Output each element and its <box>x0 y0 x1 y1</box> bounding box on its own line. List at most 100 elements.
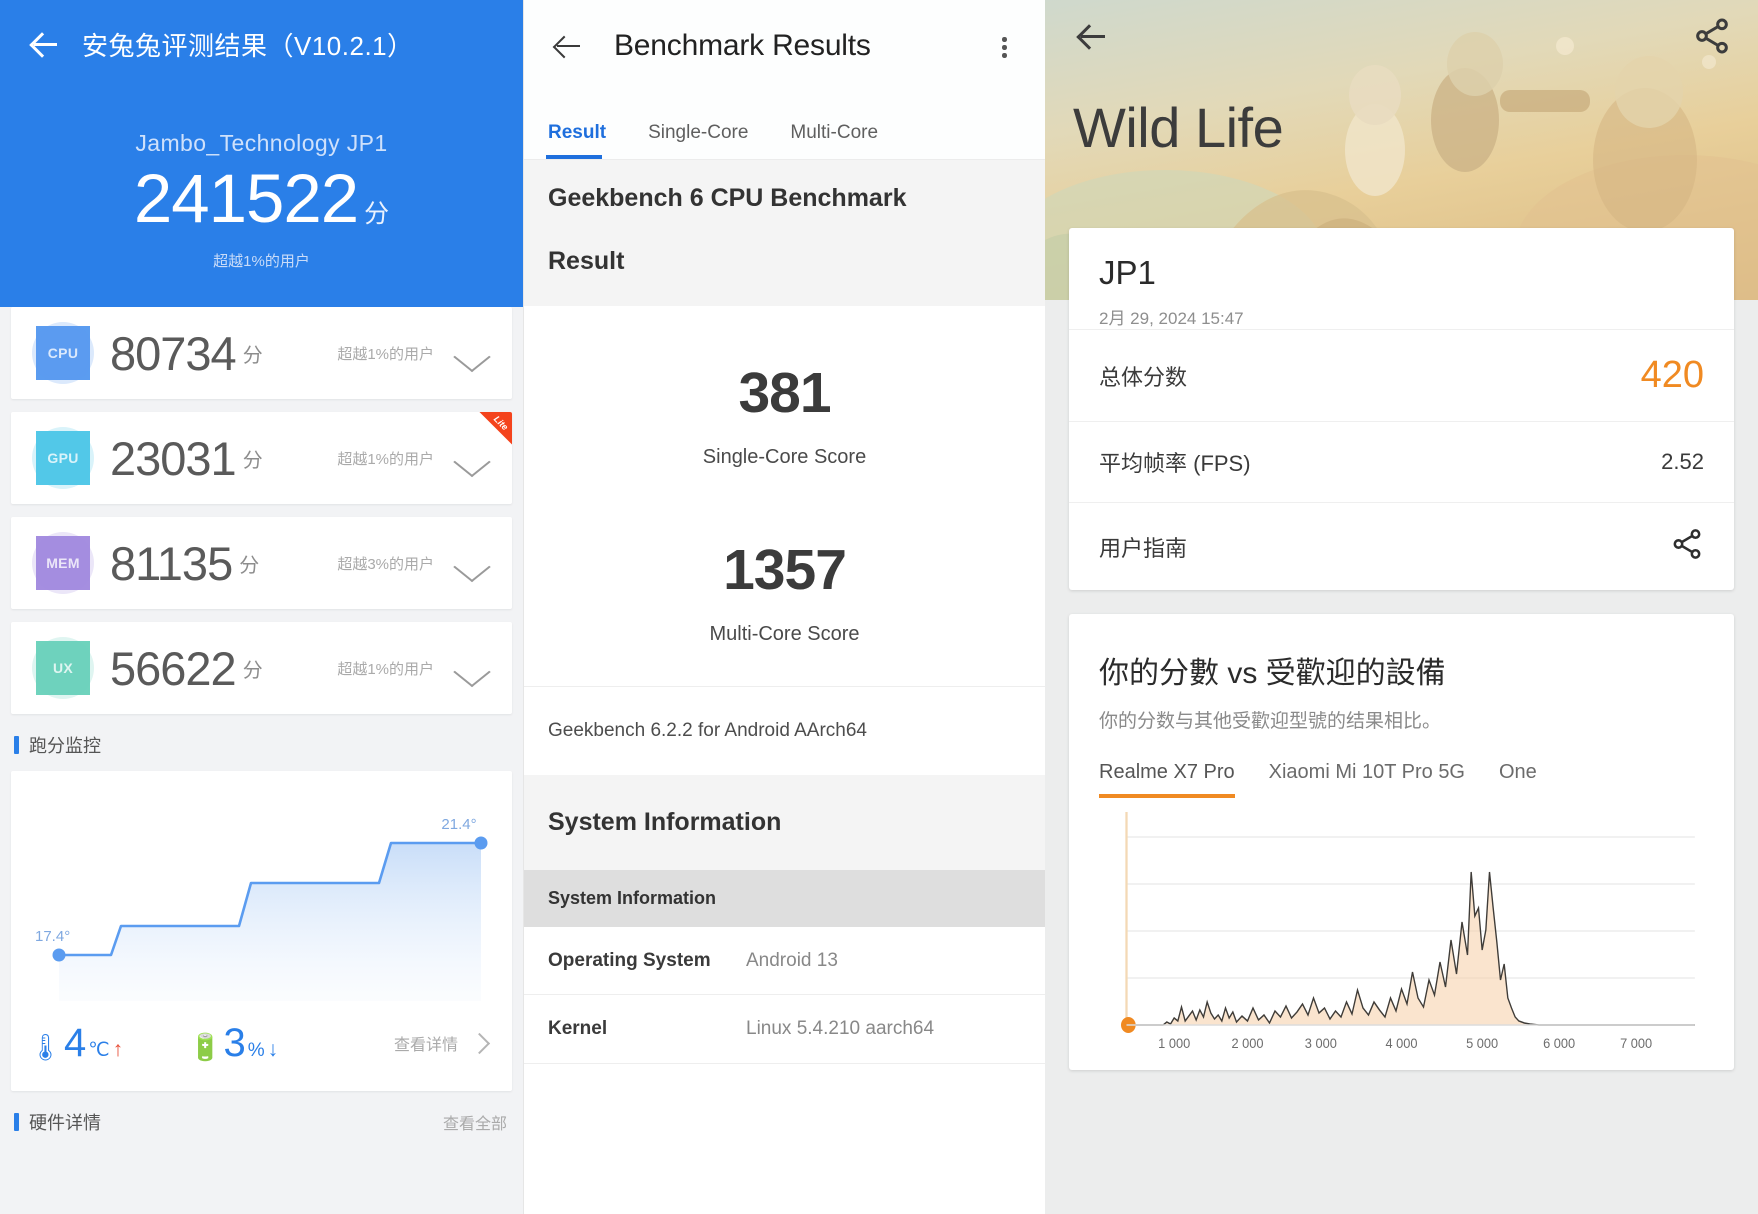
mem-badge: MEM <box>36 536 90 590</box>
x-tick: 4 000 <box>1385 1035 1417 1051</box>
chevron-right-icon <box>468 1030 494 1056</box>
x-tick: 6 000 <box>1543 1035 1575 1051</box>
x-tick: 3 000 <box>1305 1035 1337 1051</box>
tab-xiaomi-mi-10t-pro-5g[interactable]: Xiaomi Mi 10T Pro 5G <box>1268 761 1465 783</box>
tab-one[interactable]: One <box>1499 761 1537 783</box>
percentile-text: 超越1%的用户 <box>213 253 310 270</box>
back-arrow-icon[interactable] <box>548 26 588 66</box>
system-information-heading: System Information <box>524 775 1045 870</box>
overall-score-label: 总体分数 <box>1099 364 1188 390</box>
temp-start-label: 17.4° <box>35 928 70 945</box>
temp-delta-unit: ℃ <box>88 1039 110 1061</box>
ux-percentile: 超越1%的用户 <box>337 660 434 678</box>
histogram-series <box>1126 871 1695 1026</box>
gpu-badge-wrap: GPU <box>32 427 94 489</box>
histogram-svg: 1 000 2 000 3 000 4 000 5 000 6 000 7 00… <box>1121 812 1695 1051</box>
total-score-unit: 分 <box>364 200 390 228</box>
share-icon[interactable] <box>1670 527 1704 566</box>
score-row-ux[interactable]: UX 56622 分 超越1%的用户 <box>11 622 512 714</box>
x-tick: 1 000 <box>1158 1035 1190 1051</box>
row-value: Linux 5.4.210 aarch64 <box>746 1018 935 1040</box>
kebab-menu-icon[interactable] <box>987 26 1021 66</box>
overall-score-row: 总体分数 420 <box>1069 329 1734 421</box>
tab-single-core[interactable]: Single-Core <box>648 122 749 143</box>
tab-realme-x7-pro[interactable]: Realme X7 Pro <box>1099 761 1235 798</box>
ux-unit: 分 <box>242 659 263 682</box>
view-detail-link[interactable]: 查看详情 <box>394 1030 494 1056</box>
geekbench-panel: Benchmark Results Result Single-Core Mul… <box>523 0 1045 1214</box>
antutu-panel: 安兔兔评测结果（V10.2.1） Jambo_Technology JP1 24… <box>0 0 523 1214</box>
threedmark-panel: Wild Life JP1 2月 29, 2024 15:47 总体分数 420… <box>1045 0 1758 1214</box>
mem-score: 81135 <box>110 536 233 590</box>
chevron-down-icon[interactable] <box>452 543 498 583</box>
x-axis-ticks: 1 000 2 000 3 000 4 000 5 000 6 000 7 00… <box>1158 1035 1652 1051</box>
thermometer-icon: 🌡 <box>29 1031 63 1062</box>
lite-corner-badge: Lite <box>466 412 512 458</box>
page-title: 安兔兔评测结果（V10.2.1） <box>82 30 414 61</box>
comparison-card: 你的分數 vs 受歡迎的設備 你的分数与其他受歡迎型號的结果相比。 Realme… <box>1069 614 1734 1070</box>
total-score-value: 241522 <box>133 160 359 237</box>
single-core-value: 381 <box>738 361 831 425</box>
share-glyph <box>1673 529 1701 559</box>
system-information-subheader: System Information <box>524 870 1045 927</box>
temp-line <box>59 841 481 957</box>
comparison-device-tabs: Realme X7 Pro Xiaomi Mi 10T Pro 5G One <box>1099 761 1704 798</box>
share-glyph <box>1696 18 1728 54</box>
chevron-down-icon[interactable] <box>452 648 498 688</box>
cpu-badge-wrap: CPU <box>32 322 94 384</box>
temp-end-label: 21.4° <box>441 816 476 833</box>
arrow-up-icon: ↑ <box>112 1037 124 1061</box>
benchmark-heading-line1: Geekbench 6 CPU Benchmark <box>548 184 907 212</box>
ux-score: 56622 <box>110 641 237 695</box>
antutu-appbar: 安兔兔评测结果（V10.2.1） <box>0 0 523 64</box>
mem-percentile: 超越3%的用户 <box>337 555 434 573</box>
avg-fps-row: 平均帧率 (FPS) 2.52 <box>1069 421 1734 502</box>
temp-start-dot <box>52 948 66 962</box>
geekbench-heading: Geekbench 6 CPU Benchmark Result <box>524 160 1045 306</box>
multi-core-label: Multi-Core Score <box>709 623 860 645</box>
tab-multi-core[interactable]: Multi-Core <box>790 122 879 143</box>
total-score: 241522 分 <box>0 159 523 238</box>
temp-delta-value: 4 <box>64 1020 87 1065</box>
chevron-down-icon[interactable] <box>452 333 498 373</box>
single-core-scorebox: 381 Single-Core Score <box>524 306 1045 477</box>
temp-end-dot <box>474 836 488 850</box>
multi-core-value: 1357 <box>723 538 847 602</box>
score-row-gpu[interactable]: GPU 23031 分 超越1%的用户 Lite <box>11 412 512 504</box>
back-arrow-icon[interactable] <box>24 24 64 64</box>
monitor-card: 17.4° 21.4° 🌡 4 ℃ ↑ 🔋 3 % ↓ 查看详情 <box>11 771 512 1091</box>
user-guide-label: 用户指南 <box>1099 535 1188 561</box>
score-row-cpu[interactable]: CPU 80734 分 超越1%的用户 <box>11 307 512 399</box>
share-icon[interactable] <box>1692 16 1732 56</box>
monitor-section-label: 跑分监控 <box>29 736 101 756</box>
geekbench-version: Geekbench 6.2.2 for Android AArch64 <box>524 686 1045 775</box>
cpu-percentile: 超越1%的用户 <box>337 345 434 363</box>
antutu-hero: 安兔兔评测结果（V10.2.1） Jambo_Technology JP1 24… <box>0 0 523 307</box>
back-arrow-icon[interactable] <box>1071 15 1113 57</box>
table-row: Kernel Linux 5.4.210 aarch64 <box>524 995 1045 1064</box>
histogram-area <box>1126 872 1695 1025</box>
cpu-score: 80734 <box>110 326 237 380</box>
temperature-chart: 17.4° 21.4° <box>35 816 488 1001</box>
section-accent-bar <box>14 1113 19 1131</box>
user-guide-row[interactable]: 用户指南 <box>1069 502 1734 590</box>
temp-area <box>59 843 481 1001</box>
geekbench-tabs: Result Single-Core Multi-Core <box>524 92 1045 160</box>
score-row-mem[interactable]: MEM 81135 分 超越3%的用户 <box>11 517 512 609</box>
device-name: JP1 <box>1099 254 1156 291</box>
page-title: Benchmark Results <box>614 29 871 62</box>
section-accent-bar <box>14 736 19 754</box>
x-tick: 5 000 <box>1466 1035 1498 1051</box>
tab-result[interactable]: Result <box>545 122 606 159</box>
gpu-percentile: 超越1%的用户 <box>337 450 434 468</box>
view-all-link[interactable]: 查看全部 <box>442 1116 507 1133</box>
overall-score-value: 420 <box>1640 354 1704 396</box>
multi-core-scorebox: 1357 Multi-Core Score <box>524 477 1045 686</box>
mem-badge-wrap: MEM <box>32 532 94 594</box>
comparison-title: 你的分數 vs 受歡迎的設備 <box>1099 657 1446 690</box>
row-key: Kernel <box>548 1018 608 1040</box>
result-card-header: JP1 2月 29, 2024 15:47 <box>1069 228 1734 329</box>
gpu-score: 23031 <box>110 431 237 485</box>
avg-fps-value: 2.52 <box>1661 449 1704 474</box>
